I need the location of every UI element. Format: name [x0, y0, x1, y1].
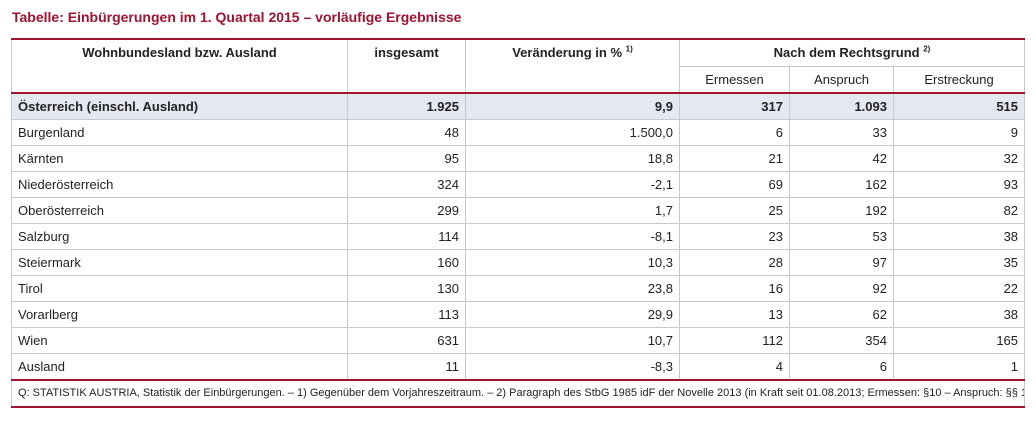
- table-row: Oberösterreich 299 1,7 25 192 82: [11, 197, 1026, 224]
- table-row: Steiermark 160 10,3 28 97 35: [11, 249, 1026, 276]
- row-region: Burgenland: [11, 119, 348, 146]
- row-change: 10,7: [465, 327, 680, 354]
- table-row: Ausland 11 -8,3 4 6 1: [11, 353, 1026, 381]
- row-total: 160: [347, 249, 466, 276]
- row-total: 11: [347, 353, 466, 381]
- row-extension: 38: [892, 223, 1026, 250]
- row-entitlement: 6: [789, 353, 894, 381]
- row-entitlement: 53: [789, 223, 894, 250]
- row-entitlement: 97: [789, 249, 894, 276]
- footnote-row: Q: STATISTIK AUSTRIA, Statistik der Einb…: [10, 379, 1026, 408]
- row-discretion: 28: [679, 249, 790, 276]
- row-entitlement: 162: [789, 171, 894, 198]
- row-extension: 1: [892, 353, 1026, 381]
- row-region: Steiermark: [11, 249, 348, 276]
- row-total: 113: [347, 301, 466, 328]
- row-total: 631: [347, 327, 466, 354]
- row-extension: 38: [892, 301, 1026, 328]
- row-extension: 32: [892, 145, 1026, 172]
- header-discretion: Ermessen: [679, 66, 790, 94]
- table-row: Wien 631 10,7 112 354 165: [11, 327, 1026, 354]
- row-extension: 93: [892, 171, 1026, 198]
- row-discretion: 6: [679, 119, 790, 146]
- row-total: 299: [347, 197, 466, 224]
- row-discretion: 21: [679, 145, 790, 172]
- header-entitlement: Anspruch: [789, 66, 894, 94]
- row-change: -8,1: [465, 223, 680, 250]
- row-discretion: 4: [679, 353, 790, 381]
- row-change: 10,3: [465, 249, 680, 276]
- footnote-ref-1: 1): [625, 44, 633, 54]
- row-discretion: 112: [679, 327, 790, 354]
- total-extension: 515: [892, 92, 1026, 120]
- row-change: 1.500,0: [465, 119, 680, 146]
- row-total: 114: [347, 223, 466, 250]
- row-region: Niederösterreich: [11, 171, 348, 198]
- row-change: 18,8: [465, 145, 680, 172]
- row-discretion: 23: [679, 223, 790, 250]
- row-discretion: 13: [679, 301, 790, 328]
- row-extension: 82: [892, 197, 1026, 224]
- total-entitlement: 1.093: [789, 92, 894, 120]
- table-row: Salzburg 114 -8,1 23 53 38: [11, 223, 1026, 250]
- row-region: Ausland: [11, 353, 348, 381]
- row-entitlement: 62: [789, 301, 894, 328]
- header-extension: Erstreckung: [892, 66, 1026, 94]
- header-legal-basis: Nach dem Rechtsgrund 2): [678, 38, 1026, 67]
- table-row: Kärnten 95 18,8 21 42 32: [11, 145, 1026, 172]
- row-discretion: 69: [679, 171, 790, 198]
- row-region: Oberösterreich: [11, 197, 348, 224]
- header-change-label: Veränderung in %: [512, 45, 623, 60]
- table-row: Niederösterreich 324 -2,1 69 162 93: [11, 171, 1026, 198]
- footnote-ref-2: 2): [923, 44, 931, 54]
- total-discretion: 317: [679, 92, 790, 120]
- row-region: Vorarlberg: [11, 301, 348, 328]
- total-region: Österreich (einschl. Ausland): [11, 92, 348, 120]
- header-total: insgesamt: [347, 38, 466, 94]
- table-row: Vorarlberg 113 29,9 13 62 38: [11, 301, 1026, 328]
- row-total: 324: [347, 171, 466, 198]
- row-region: Wien: [11, 327, 348, 354]
- row-discretion: 25: [679, 197, 790, 224]
- row-change: 1,7: [465, 197, 680, 224]
- row-extension: 35: [892, 249, 1026, 276]
- total-change: 9,9: [465, 92, 680, 120]
- row-entitlement: 33: [789, 119, 894, 146]
- table-title: Tabelle: Einbürgerungen im 1. Quartal 20…: [12, 9, 462, 25]
- row-extension: 22: [892, 275, 1026, 302]
- naturalisation-table: Wohnbundesland bzw. Ausland insgesamt Ve…: [10, 38, 1026, 408]
- row-change: -8,3: [465, 353, 680, 381]
- row-entitlement: 192: [789, 197, 894, 224]
- row-total: 130: [347, 275, 466, 302]
- header-change: Veränderung in % 1): [465, 38, 680, 94]
- table-row: Tirol 130 23,8 16 92 22: [11, 275, 1026, 302]
- row-extension: 9: [892, 119, 1026, 146]
- row-entitlement: 42: [789, 145, 894, 172]
- row-discretion: 16: [679, 275, 790, 302]
- row-entitlement: 92: [789, 275, 894, 302]
- row-region: Salzburg: [11, 223, 348, 250]
- row-change: 23,8: [465, 275, 680, 302]
- row-region: Tirol: [11, 275, 348, 302]
- header-region: Wohnbundesland bzw. Ausland: [11, 38, 348, 94]
- table-row: Burgenland 48 1.500,0 6 33 9: [11, 119, 1026, 146]
- row-total: 95: [347, 145, 466, 172]
- total-row: Österreich (einschl. Ausland) 1.925 9,9 …: [11, 92, 1026, 120]
- row-extension: 165: [892, 327, 1026, 354]
- source-footnote: Q: STATISTIK AUSTRIA, Statistik der Einb…: [10, 379, 1026, 408]
- row-region: Kärnten: [11, 145, 348, 172]
- row-change: 29,9: [465, 301, 680, 328]
- row-change: -2,1: [465, 171, 680, 198]
- row-entitlement: 354: [789, 327, 894, 354]
- row-total: 48: [347, 119, 466, 146]
- header-legal-label: Nach dem Rechtsgrund: [773, 45, 920, 60]
- total-total: 1.925: [347, 92, 466, 120]
